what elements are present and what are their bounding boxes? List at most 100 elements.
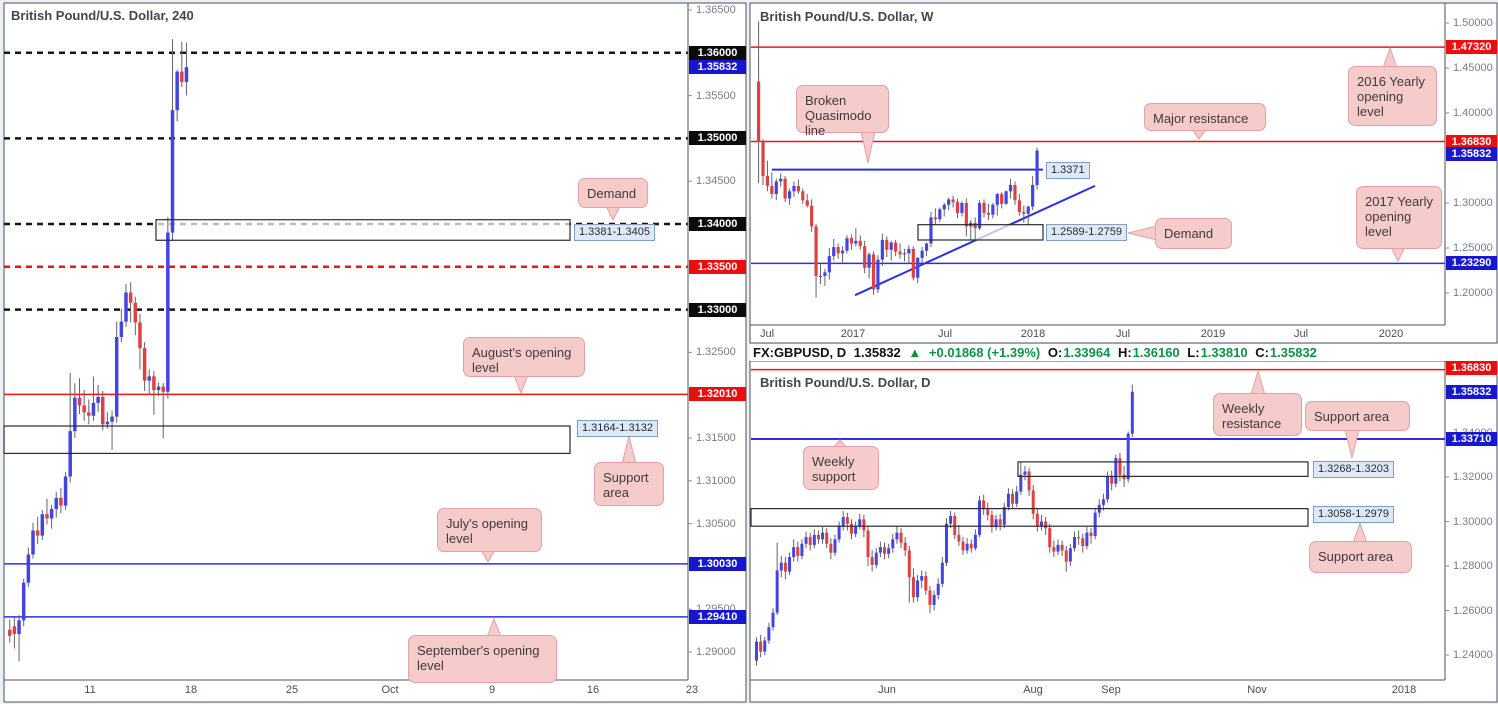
candle-up (40, 514, 45, 536)
time-label: 25 (285, 684, 299, 696)
candle-up (96, 396, 100, 403)
candle-up (818, 275, 823, 277)
range-label[interactable]: 1.3164-1.3132 (577, 420, 658, 437)
support-zone-lower (750, 508, 1309, 527)
range-label[interactable]: 1.3371 (1046, 162, 1090, 179)
candle-down (1064, 550, 1068, 562)
candle-up (916, 580, 920, 598)
callout-support-area-lower[interactable]: Support area (1309, 541, 1412, 573)
callout-support-area-upper[interactable]: Support area (1305, 401, 1410, 431)
gbpusd-daily-plot-surface[interactable] (750, 361, 1445, 680)
callout-major-resistance[interactable]: Major resistance (1144, 103, 1266, 131)
ticker-open: 1.33964 (1063, 345, 1111, 360)
callout-broken-quasimodo[interactable]: Broken Quasimodo line (796, 85, 889, 138)
support-zone-lower-fill (751, 508, 1308, 527)
price-tick: 1.50000 (1453, 17, 1493, 29)
ticker-low: 1.33810 (1200, 345, 1248, 360)
candle-down (986, 212, 991, 215)
price-tick: 1.34500 (696, 175, 736, 188)
candle-down (1044, 521, 1048, 529)
range-label[interactable]: 1.3268-1.3203 (1313, 461, 1394, 478)
time-label: Sep (1101, 684, 1121, 696)
candle-up (821, 532, 825, 540)
candle-down (1013, 185, 1017, 201)
callout-2017-yearly[interactable]: 2017 Yearly opening level (1356, 186, 1442, 249)
candle-down (1022, 212, 1026, 214)
ticker-high: 1.36160 (1132, 345, 1180, 360)
candle-down (969, 543, 973, 549)
candle-down (961, 541, 965, 551)
ticker-close: 1.35832 (1269, 345, 1317, 360)
callout-july-opening[interactable]: July's opening level (437, 508, 542, 552)
candle-up (994, 519, 998, 528)
callout-weekly-support[interactable]: Weekly support (803, 446, 879, 490)
candle-down (82, 405, 86, 413)
candle-down (964, 203, 968, 227)
callout-weekly-resistance[interactable]: Weekly resistance (1213, 393, 1302, 436)
time-label: Jun (878, 684, 896, 696)
range-label[interactable]: 1.3058-1.2979 (1313, 506, 1394, 523)
candle-down (1118, 458, 1122, 475)
candle-up (774, 181, 778, 194)
candle-down (101, 396, 105, 425)
price-badge: 1.35832 (1446, 147, 1497, 161)
callout-2016-yearly[interactable]: 2016 Yearly opening level (1348, 66, 1437, 126)
time-label: 2018 (1391, 684, 1417, 696)
range-label[interactable]: 1.3381-1.3405 (574, 224, 655, 241)
callout-demand-weekly[interactable]: Demand (1155, 218, 1232, 249)
candle-up (124, 292, 128, 322)
candle-down (1060, 544, 1064, 551)
price-tick: 1.40000 (1453, 107, 1493, 119)
candle-up (755, 641, 758, 661)
ticker-close-label: C: (1255, 345, 1269, 360)
callout-demand[interactable]: Demand (578, 178, 648, 208)
candle-up (891, 539, 895, 549)
callout-august-opening[interactable]: August's opening level (463, 337, 585, 377)
candle-up (1085, 532, 1089, 546)
candle-down (138, 322, 142, 349)
candle-up (978, 203, 982, 229)
candle-up (876, 259, 880, 290)
candle-down (8, 629, 12, 636)
candle-up (940, 562, 944, 584)
ticker-symbol[interactable]: FX:GBPUSD, D (753, 345, 847, 360)
candle-down (761, 141, 765, 176)
candle-up (874, 552, 878, 565)
demand-zone-weekly (917, 224, 1044, 241)
callout-support-area[interactable]: Support area (594, 462, 664, 506)
gbpusd-240-plot-surface[interactable] (4, 3, 688, 680)
candle-down (816, 534, 820, 540)
candle-down (757, 81, 761, 142)
candle-up (965, 543, 969, 551)
candle-down (953, 515, 957, 535)
candle-up (823, 272, 827, 276)
candle-up (858, 519, 862, 526)
candle-down (801, 191, 805, 201)
candle-up (1130, 391, 1134, 434)
candle-down (12, 626, 17, 635)
support-zone (3, 425, 571, 455)
candle-down (863, 246, 867, 268)
candle-down (1077, 537, 1081, 539)
candle-up (800, 543, 804, 557)
candle-up (827, 256, 831, 273)
candle-down (899, 532, 903, 543)
demand-zone-weekly-fill (918, 224, 1043, 240)
candle-down (45, 514, 49, 519)
gbpusd-weekly-plot-surface[interactable] (750, 3, 1445, 325)
candle-down (982, 500, 986, 510)
callout-september-opening[interactable]: September's opening level (408, 635, 557, 683)
candle-up (1056, 544, 1060, 552)
ticker-strip: FX:GBPUSD, D 1.35832 ▲ +0.01868 (+1.39%)… (750, 344, 1498, 361)
candle-down (77, 397, 82, 406)
candle-up (175, 71, 179, 111)
candle-up (841, 517, 845, 526)
price-badge: 1.33500 (689, 259, 746, 274)
price-badge: 1.36830 (1446, 361, 1497, 375)
range-label[interactable]: 1.2589-1.2759 (1046, 224, 1127, 241)
candle-down (986, 509, 990, 515)
candle-down (911, 248, 915, 278)
price-tick: 1.30000 (1453, 197, 1493, 209)
